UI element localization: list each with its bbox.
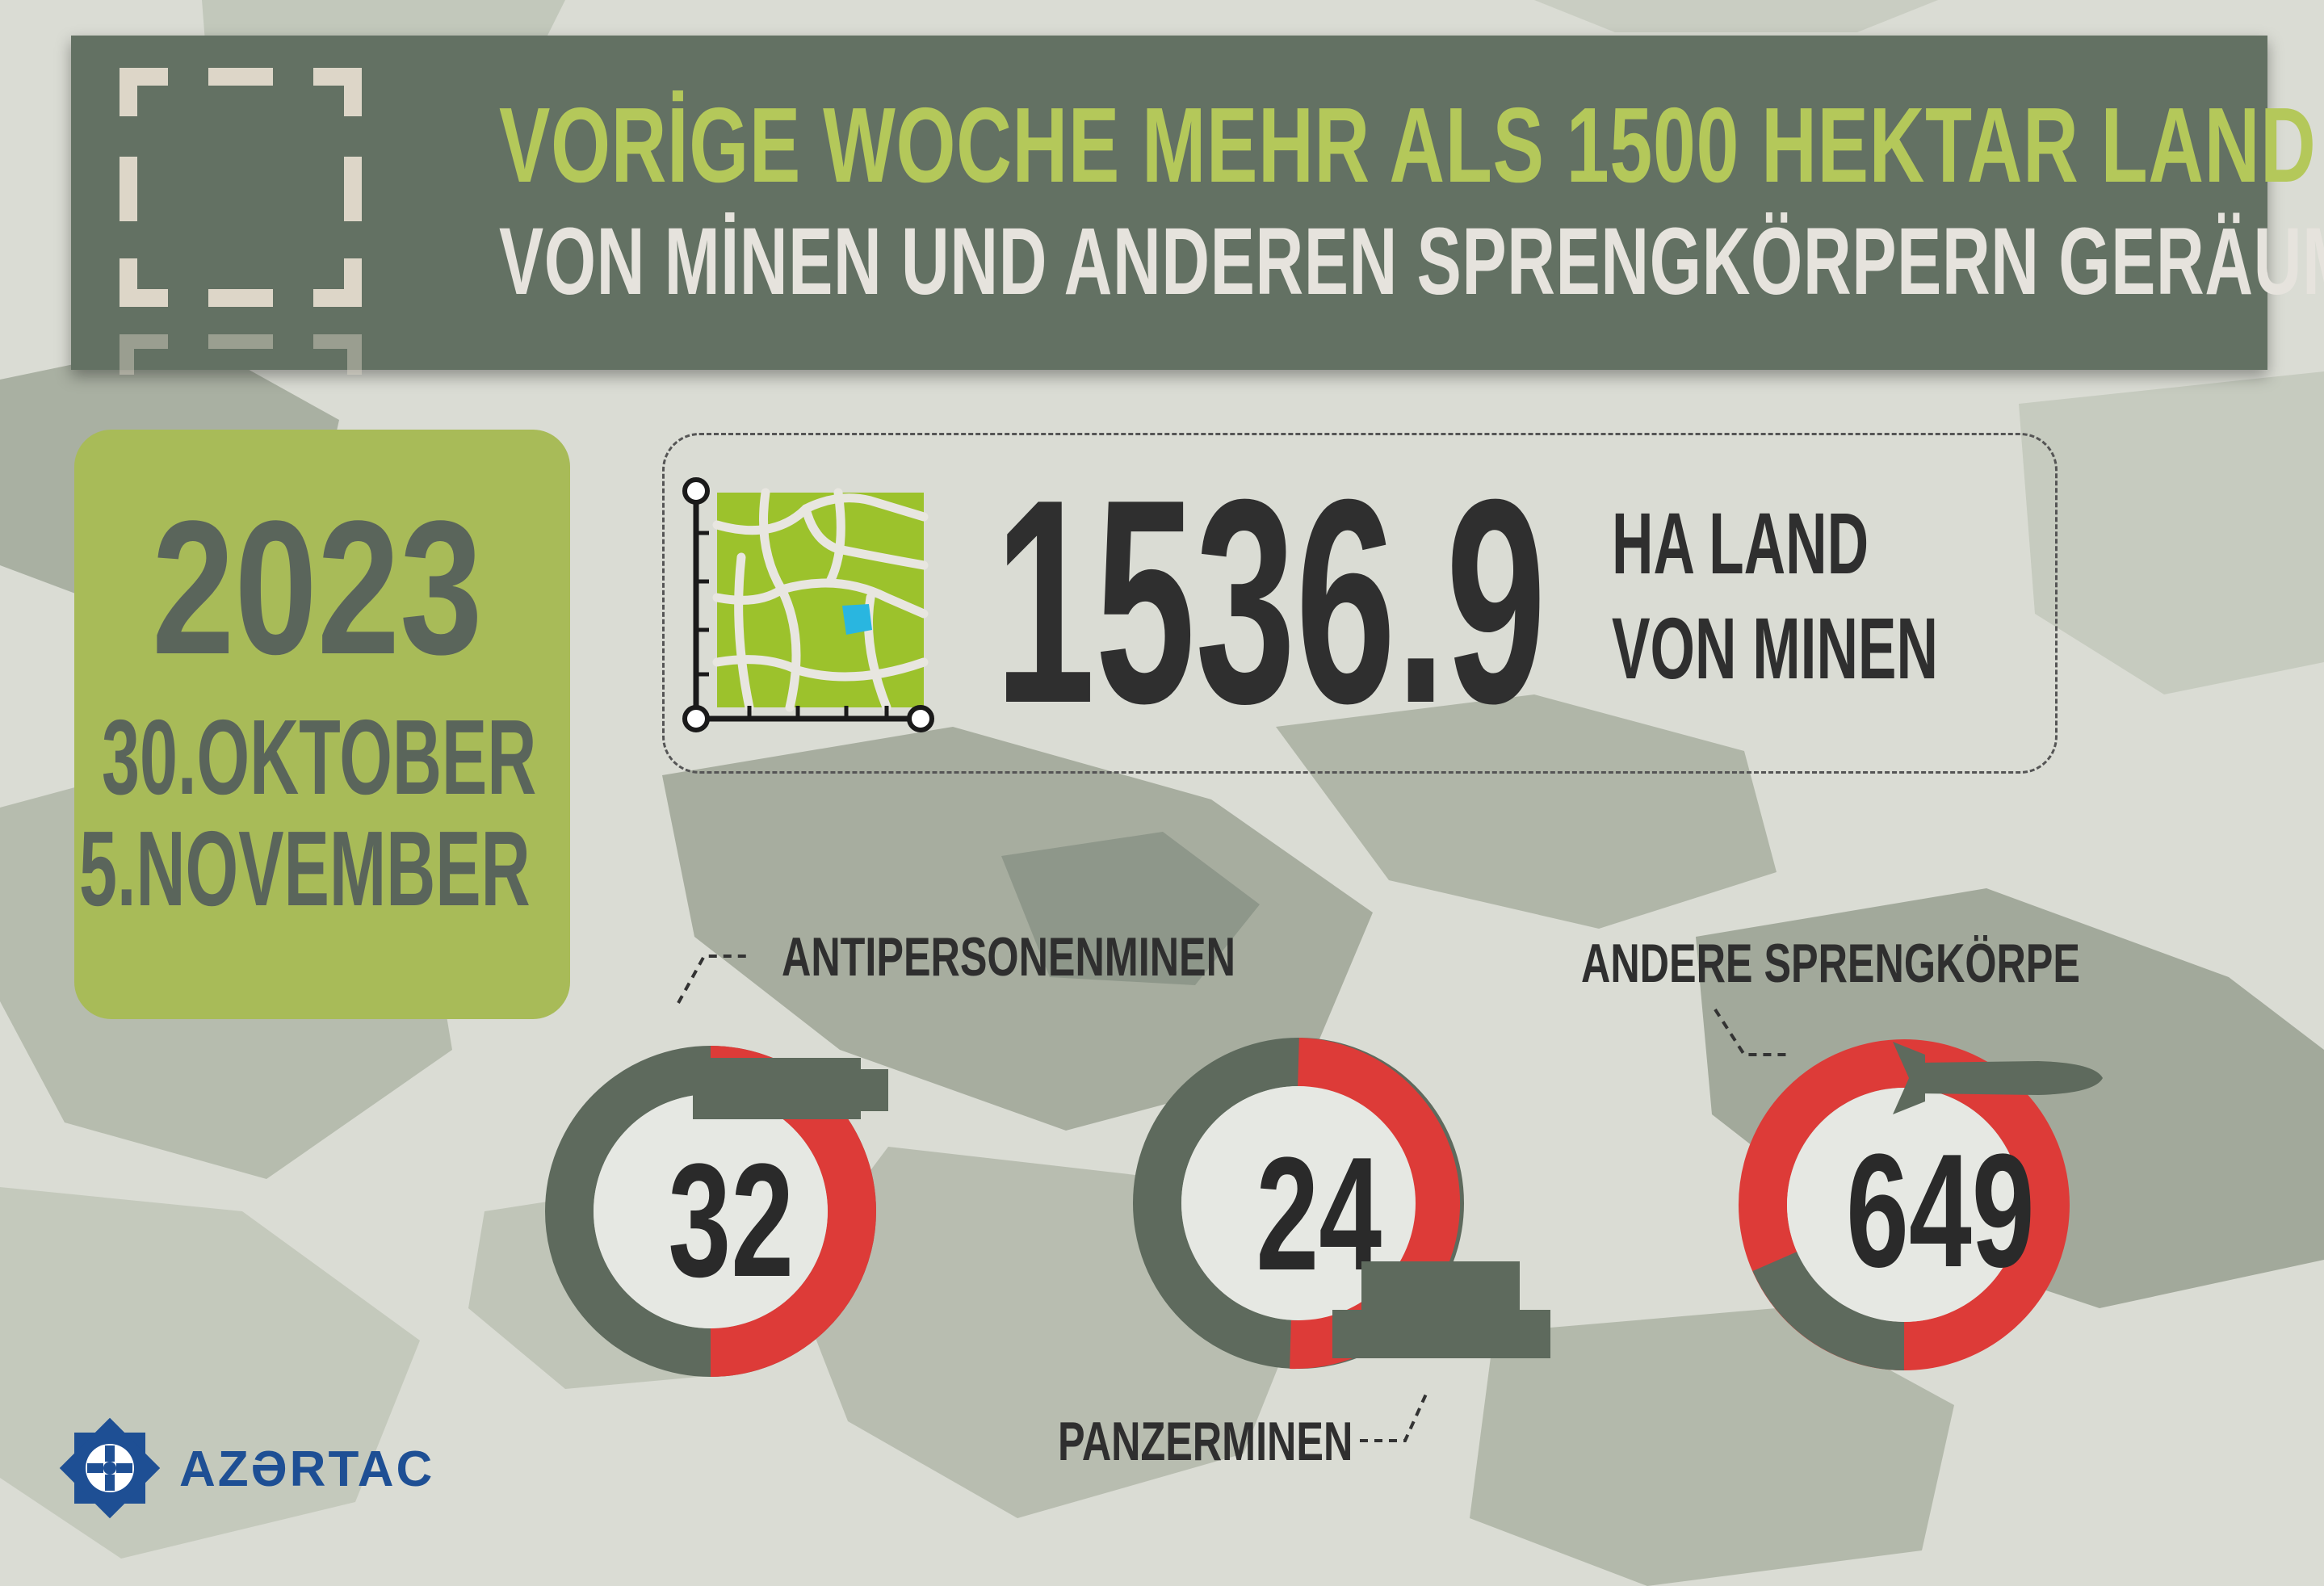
gauge-other — [1739, 1039, 2070, 1370]
count-antitank: 24 — [1256, 1124, 1382, 1304]
count-other: 649 — [1846, 1121, 2035, 1301]
header-title-line2: VON MİNEN UND ANDEREN SPRENGKÖRPERN GERÄ… — [499, 208, 2324, 315]
period-year: 2023 — [152, 481, 483, 694]
anti-tank-mine-icon — [1332, 1261, 1550, 1358]
category-label-other: ANDERE SPRENGKÖRPE — [1581, 933, 2080, 994]
area-unit-line2: VON MINEN — [1612, 599, 1938, 697]
category-label-antipersonnel: ANTIPERSONENMINEN — [782, 926, 1235, 988]
area-unit-line1: HA LAND — [1612, 494, 1869, 592]
frame-icon — [120, 68, 362, 375]
antipersonnel-mine-icon — [693, 1058, 888, 1119]
azertac-logo-icon — [59, 1417, 161, 1519]
header-title-line1: VORİGE WOCHE MEHR ALS 1500 HEKTAR LAND — [499, 86, 2317, 204]
azertac-logo-text: AZƏRTAC — [179, 1441, 435, 1497]
header-banner: VORİGE WOCHE MEHR ALS 1500 HEKTAR LAND V… — [71, 36, 2324, 375]
bomb-icon — [1893, 1042, 2103, 1114]
category-label-antitank: PANZERMINEN — [1058, 1411, 1353, 1472]
period-start: 30.OKTOBER — [102, 698, 537, 816]
period-box: 2023 30.OKTOBER 5.NOVEMBER — [74, 430, 570, 1019]
area-box — [662, 433, 2058, 774]
period-end: 5.NOVEMBER — [79, 809, 531, 928]
count-antipersonnel: 32 — [668, 1131, 795, 1311]
map-area-icon — [682, 477, 934, 732]
area-value: 1536.9 — [995, 439, 1546, 764]
